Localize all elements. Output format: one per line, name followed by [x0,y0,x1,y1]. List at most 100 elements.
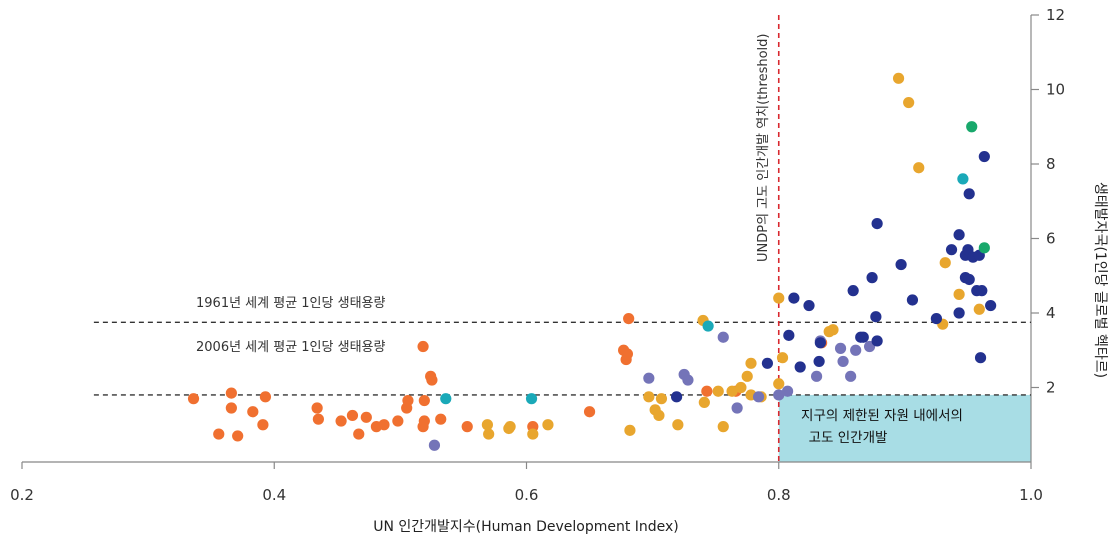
scatter-point [906,294,919,306]
scatter-point [621,348,634,360]
scatter-point [402,394,414,407]
scatter-point [717,421,729,433]
y-axis-title: 생태발자국(1인당 글로벌 헥타르) [1092,182,1108,378]
scatter-point [623,312,635,325]
scatter-point [963,188,975,200]
scatter-point [895,258,907,271]
threshold-label: UNDP의 고도 인간개발 역치(threshold) [756,34,771,263]
scatter-point [866,272,878,284]
x-tick-label: 1.0 [1019,486,1043,504]
scatter-point [773,292,785,304]
scatter-point [483,428,495,440]
scatter-point [504,421,516,433]
y-ticks: 2 4 6 8 10 12 [1031,6,1065,397]
scatter-point [481,419,494,431]
scatter-points [187,72,997,451]
scatter-point [232,430,244,442]
scatter-point [717,331,729,343]
scatter-point [247,406,259,418]
scatter-point [939,257,951,269]
y-tick-label: 4 [1046,304,1056,322]
scatter-point [542,419,554,431]
scatter-point [892,72,905,84]
scatter-point [672,419,684,431]
scatter-point [712,385,724,397]
scatter-point [682,374,694,386]
scatter-point [945,244,958,256]
scatter-point [794,361,806,373]
scatter-point [773,378,785,390]
scatter-point [655,393,668,405]
scatter-point [976,285,988,297]
scatter-point [701,385,713,397]
scatter-point [187,393,200,405]
y-tick-label: 8 [1046,155,1056,173]
x-ticks: 0.2 0.4 0.6 0.8 1.0 [10,462,1043,504]
scatter-point [259,391,272,403]
scatter-point [974,352,987,364]
scatter-point [783,329,795,341]
y-tick-label: 12 [1046,6,1065,24]
scatter-point [761,357,773,369]
scatter-point [653,409,665,422]
scatter-point [978,242,990,254]
scatter-point [953,288,965,300]
ref-label-1961: 1961년 세계 평균 1인당 생태용량 [196,296,385,311]
x-tick-label: 0.6 [515,486,539,504]
zone-label-line-1: 지구의 제한된 자원 내에서의 [801,408,963,424]
scatter-point [813,355,825,368]
scatter-point [311,402,323,414]
scatter-point [776,352,789,364]
scatter-point [857,331,869,343]
scatter-point [773,389,785,401]
scatter-point [735,381,747,394]
zone-labels: 지구의 제한된 자원 내에서의 고도 인간개발 [801,408,963,446]
scatter-point [803,299,815,312]
scatter-point [957,173,969,185]
scatter-point [847,285,859,297]
scatter-point [834,342,847,354]
x-tick-label: 0.4 [262,486,286,504]
scatter-point [435,413,447,425]
scatter-point [845,370,857,382]
scatter-point [913,162,925,174]
scatter-point [312,413,324,425]
scatter-point [643,391,655,403]
scatter-point [837,355,849,368]
scatter-point [440,393,452,405]
scatter-point [225,387,237,399]
x-tick-label: 0.2 [10,486,34,504]
scatter-point [418,415,430,427]
scatter-point [827,324,839,336]
scatter-point [850,344,862,356]
ref-label-2006: 2006년 세계 평균 1인당 생태용량 [196,340,385,355]
scatter-point [426,374,438,386]
scatter-point [698,396,710,408]
x-tick-label: 0.8 [767,486,791,504]
scatter-point [741,370,753,382]
reference-lines [93,321,1031,396]
scatter-point [903,96,915,109]
scatter-point [731,402,743,414]
scatter-point [871,335,883,347]
scatter-point [643,372,655,384]
zone-rect [778,394,1031,462]
scatter-point [781,385,794,397]
scatter-point [392,415,404,427]
scatter-point [257,419,269,431]
scatter-point [726,385,738,397]
scatter-point [978,150,990,163]
scatter-point [871,218,883,230]
scatter-point [810,370,823,382]
y-tick-label: 2 [1046,379,1056,397]
scatter-point [624,424,636,436]
scatter-point [966,121,978,133]
scatter-point [527,428,539,440]
scatter-point [953,229,965,241]
scatter-point [745,357,757,369]
zone-label-line-2: 고도 인간개발 [809,430,888,446]
x-axis-title: UN 인간개발지수(Human Development Index) [373,519,679,535]
scatter-point [814,337,826,349]
scatter-point [428,439,441,451]
